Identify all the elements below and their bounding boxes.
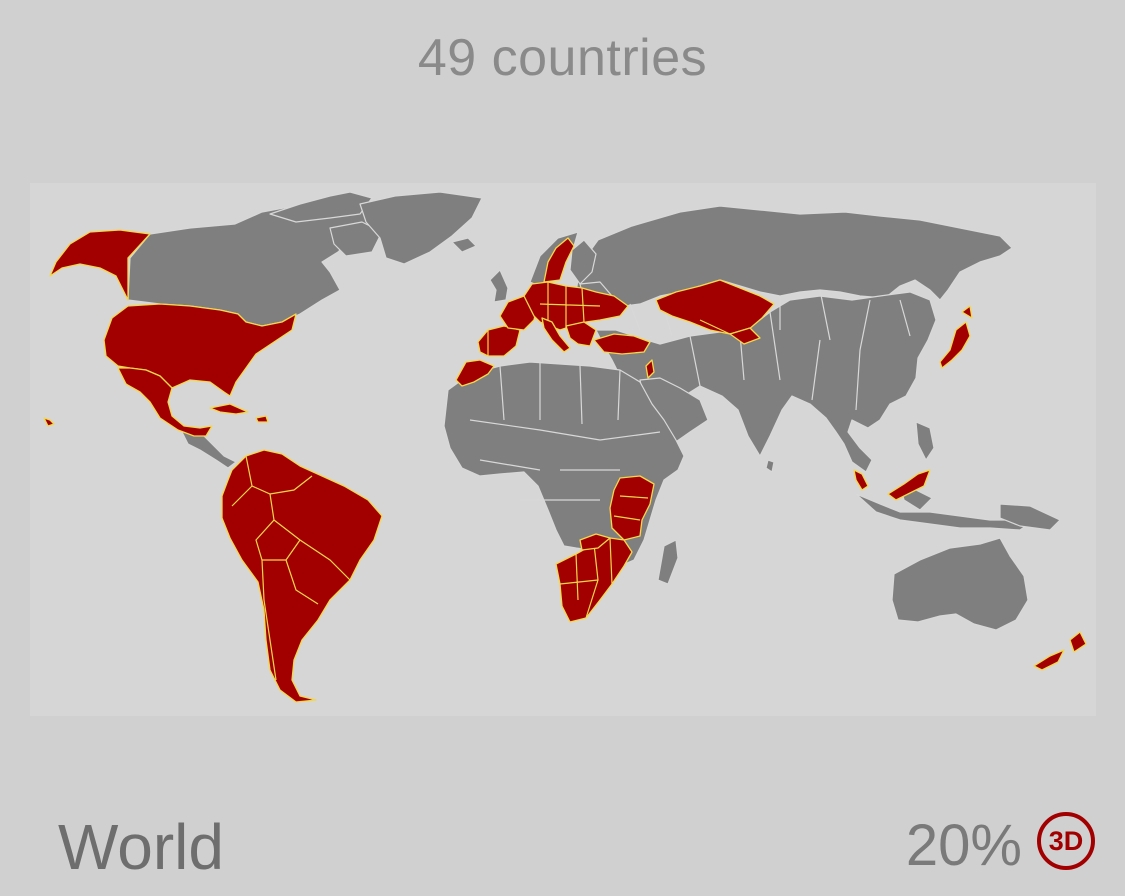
united-kingdom (489, 269, 509, 303)
morocco[interactable] (455, 359, 495, 387)
baffin-island (329, 221, 383, 257)
sri-lanka (765, 459, 775, 473)
finland (569, 239, 597, 285)
israel[interactable] (645, 359, 655, 379)
iceland (451, 237, 477, 253)
spain[interactable] (477, 325, 521, 357)
kyrgyzstan[interactable] (729, 327, 761, 345)
turkey[interactable] (593, 333, 651, 355)
balkans[interactable] (565, 321, 597, 347)
central-america (181, 431, 237, 469)
canada-arctic-islands (269, 191, 373, 223)
3d-toggle-button[interactable]: 3D (1037, 812, 1095, 870)
australia (891, 537, 1029, 631)
east-africa[interactable] (609, 475, 655, 541)
madagascar (657, 539, 679, 585)
new-zealand[interactable] (1069, 631, 1087, 653)
world-map[interactable] (30, 183, 1096, 716)
philippines (915, 421, 935, 461)
russia (574, 205, 1013, 307)
usa-alaska[interactable] (49, 229, 151, 301)
world-map-svg (43, 191, 1087, 703)
usa-hawaii[interactable] (43, 417, 55, 427)
region-label: World (58, 811, 224, 883)
zambia[interactable] (579, 533, 611, 551)
mexico[interactable] (117, 367, 213, 437)
kazakhstan[interactable] (655, 279, 775, 335)
malaysia-borneo[interactable] (887, 469, 931, 501)
italy[interactable] (541, 317, 571, 353)
new-guinea (999, 503, 1061, 531)
japan-hokkaido[interactable] (961, 305, 973, 319)
new-zealand-south[interactable] (1033, 649, 1065, 671)
dominican-republic[interactable] (255, 415, 269, 423)
greenland (359, 191, 483, 265)
cuba[interactable] (209, 403, 249, 415)
japan[interactable] (939, 321, 971, 369)
visited-percent: 20% (905, 813, 1022, 878)
malaysia-peninsula[interactable] (853, 469, 869, 491)
sweden[interactable] (543, 237, 575, 283)
visited-count-title: 49 countries (417, 29, 708, 87)
south-america[interactable] (221, 449, 383, 703)
